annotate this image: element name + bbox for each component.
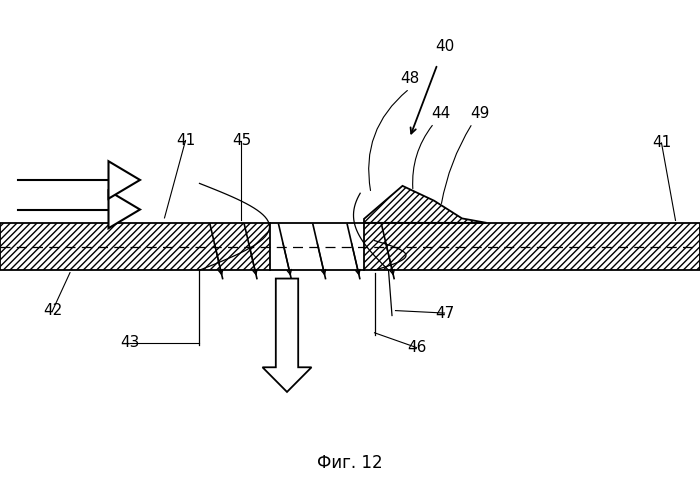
Polygon shape [262, 279, 312, 392]
Text: 44: 44 [431, 106, 451, 121]
Text: 47: 47 [435, 306, 454, 320]
Bar [364, 223, 700, 270]
Polygon shape [108, 161, 140, 199]
Text: 41: 41 [652, 136, 671, 150]
Text: Фиг. 12: Фиг. 12 [317, 455, 383, 472]
Text: 45: 45 [232, 133, 251, 148]
Text: 42: 42 [43, 303, 62, 318]
Text: 41: 41 [176, 133, 195, 148]
Text: 49: 49 [470, 106, 489, 121]
Text: 48: 48 [400, 71, 419, 86]
Text: 40: 40 [435, 39, 454, 54]
Text: 43: 43 [120, 335, 139, 350]
Polygon shape [364, 186, 486, 223]
Text: 46: 46 [407, 340, 426, 355]
Polygon shape [108, 191, 140, 228]
Bar [0, 223, 270, 270]
